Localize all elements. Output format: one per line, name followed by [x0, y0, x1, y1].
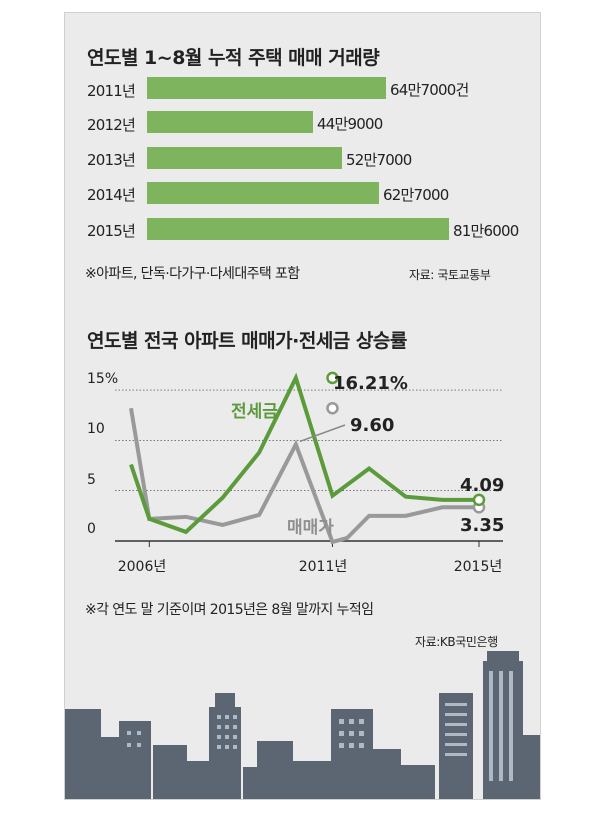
jeonse-peak-label: 16.21%	[333, 373, 408, 394]
bar	[147, 147, 342, 169]
data-point-marker	[472, 493, 486, 507]
bar-value-label: 62만7000	[383, 186, 449, 204]
bar	[147, 77, 386, 99]
line-chart-source: 자료:KB국민은행	[415, 635, 498, 649]
bar	[147, 111, 313, 133]
series-label-maemae: 매매가	[287, 518, 334, 538]
maemae-end-label: 3.35	[460, 515, 504, 536]
series-line-maemae	[129, 407, 479, 545]
x-tick-label: 2011년	[299, 559, 348, 575]
bar-value-label: 64만7000건	[390, 81, 469, 99]
infographic-panel: 연도별 1~8월 누적 주택 매매 거래량 2011년 2012년 2013년 …	[64, 12, 541, 800]
bar-value-label: 52만7000	[346, 151, 412, 169]
line-chart-note: ※각 연도 말 기준이며 2015년은 8월 말까지 누적임	[85, 602, 374, 618]
annotation-leader-line	[299, 424, 346, 443]
x-tick-label: 2015년	[454, 559, 503, 575]
bar	[147, 218, 449, 240]
bar-value-label: 44만9000	[317, 115, 383, 133]
line-chart: 15% 10 5 0 2006년 2011년 2015년 전세금 매매가 16.…	[87, 371, 504, 575]
y-tick-label: 0	[87, 521, 96, 537]
bar	[147, 182, 379, 204]
city-skyline-illustration	[65, 651, 540, 799]
y-tick-label: 5	[87, 472, 96, 488]
bar-chart-source: 자료: 국토교통부	[409, 268, 491, 282]
jeonse-end-label: 4.09	[460, 475, 504, 496]
y-tick-label: 10	[87, 421, 105, 437]
x-tick-label: 2006년	[118, 559, 167, 575]
bar-category-label: 2012년	[87, 116, 136, 134]
bar-chart-title: 연도별 1~8월 누적 주택 매매 거래량	[87, 47, 380, 69]
series-line-jeonse	[129, 372, 479, 535]
bar-chart-note: ※아파트, 단독·다가구·다세대주택 포함	[85, 266, 300, 282]
bar-category-label: 2015년	[87, 222, 136, 240]
bar-category-label: 2011년	[87, 82, 136, 100]
data-point-marker	[326, 371, 339, 385]
bar-category-label: 2014년	[87, 186, 136, 204]
maemae-peak-label: 9.60	[350, 415, 394, 436]
y-tick-label: 15%	[87, 371, 118, 387]
bar-value-label: 81만6000	[453, 222, 519, 240]
data-point-marker	[326, 401, 339, 415]
series-label-jeonse: 전세금	[231, 402, 278, 422]
line-chart-title: 연도별 전국 아파트 매매가·전세금 상승률	[87, 330, 407, 352]
bar-category-label: 2013년	[87, 151, 136, 169]
